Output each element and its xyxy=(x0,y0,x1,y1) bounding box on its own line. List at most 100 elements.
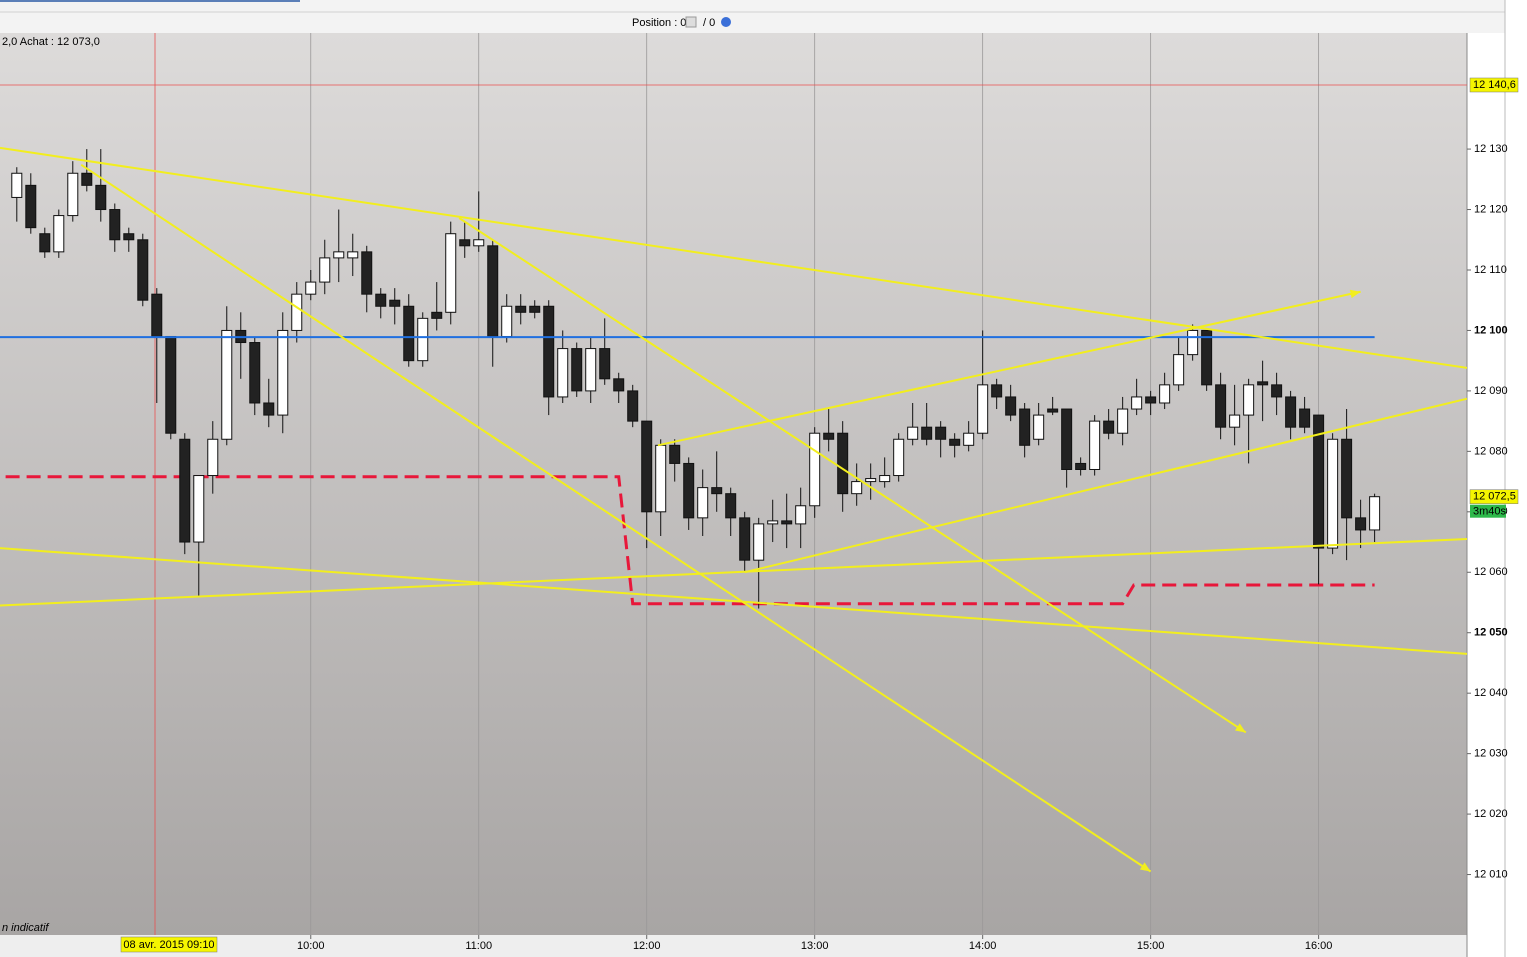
crosshair-time-box xyxy=(120,936,218,953)
candle-body xyxy=(991,384,1003,398)
position-label: Position : 0 xyxy=(632,17,686,29)
candle-body xyxy=(501,305,513,337)
candle-body xyxy=(529,305,541,313)
candle-body xyxy=(711,487,723,495)
tab-strip xyxy=(0,0,300,2)
candle-body xyxy=(921,426,933,440)
candle-body xyxy=(613,378,625,392)
timer-label: 3m40s xyxy=(1473,506,1507,518)
trend-line xyxy=(80,163,1152,873)
candle-body xyxy=(1061,408,1073,470)
trend-arrow-head xyxy=(1349,289,1361,299)
candle-body xyxy=(1145,396,1157,404)
candle-body xyxy=(1229,414,1241,428)
candle-body xyxy=(1257,381,1269,386)
candle-body xyxy=(375,293,387,307)
candle-body xyxy=(795,505,807,525)
candle-body xyxy=(585,348,597,392)
candle-body xyxy=(81,172,93,186)
y-tick-label: 12 030 xyxy=(1474,748,1508,760)
candle-body xyxy=(459,239,471,247)
candle-body xyxy=(809,432,821,507)
candle-body xyxy=(1131,396,1143,410)
crosshair-price-label: 12 140,6 xyxy=(1473,79,1516,91)
plot-area xyxy=(0,33,1467,935)
y-tick-label: 12 120 xyxy=(1474,203,1508,215)
candle-body xyxy=(781,520,793,525)
candle-body xyxy=(1285,396,1297,428)
y-tick-label: 12 050 xyxy=(1474,627,1508,639)
candle-body xyxy=(109,209,121,241)
trend-line xyxy=(744,397,1467,574)
candle-body xyxy=(571,348,583,392)
candle-body xyxy=(1047,408,1059,413)
candle-body xyxy=(963,432,975,446)
candle-body xyxy=(123,233,135,241)
candle-body xyxy=(11,172,23,198)
candle-body xyxy=(95,184,107,211)
x-axis-band xyxy=(0,935,1467,957)
candle-body xyxy=(67,172,79,217)
candle-body xyxy=(1173,354,1185,386)
trend-line xyxy=(657,290,1361,447)
candle-body xyxy=(543,305,555,398)
footnote: n indicatif xyxy=(2,922,49,934)
candle-body xyxy=(837,432,849,495)
candle-body xyxy=(865,478,877,483)
x-tick-label: 15:00 xyxy=(1137,940,1165,952)
support-line xyxy=(5,475,1375,606)
candle-body xyxy=(179,438,191,543)
candle-body xyxy=(1089,420,1101,470)
last-price-box xyxy=(1469,489,1519,504)
candle-body xyxy=(977,384,989,434)
candle-body xyxy=(823,432,835,440)
candle-body xyxy=(207,438,219,477)
candle-body xyxy=(669,444,681,464)
candle-body xyxy=(277,329,289,416)
candle-body xyxy=(53,215,65,253)
candle-body xyxy=(249,342,261,404)
candle-body xyxy=(445,233,457,313)
candle-body xyxy=(1075,462,1087,470)
trend-line xyxy=(0,146,1467,369)
candle-body xyxy=(431,311,443,319)
candle-body xyxy=(935,426,947,440)
candle-body xyxy=(557,348,569,398)
x-tick-label: 14:00 xyxy=(969,940,997,952)
candle-body xyxy=(1005,396,1017,416)
candle-body xyxy=(753,523,765,561)
position-icon[interactable] xyxy=(685,16,697,28)
candle-body xyxy=(725,493,737,519)
candle-body xyxy=(361,251,373,295)
candle-body xyxy=(627,390,639,422)
candle-body xyxy=(739,517,751,561)
y-tick-label: 12 090 xyxy=(1474,385,1508,397)
candle-body xyxy=(1187,329,1199,356)
y-tick-label: 12 080 xyxy=(1474,445,1508,457)
candle-body xyxy=(1215,384,1227,428)
x-tick-label: 13:00 xyxy=(801,940,829,952)
candle-body xyxy=(333,251,345,259)
y-tick-label: 12 060 xyxy=(1474,566,1508,578)
position-separator: / 0 xyxy=(703,17,715,29)
settings-icon[interactable] xyxy=(721,17,731,27)
x-tick-label: 16:00 xyxy=(1305,940,1333,952)
candle-body xyxy=(319,257,331,283)
candle-body xyxy=(417,317,429,362)
last-price-label: 12 072,5 xyxy=(1473,491,1516,503)
timer-box xyxy=(1470,504,1506,518)
candle-body xyxy=(1271,384,1283,398)
candle-body xyxy=(697,487,709,519)
trend-line xyxy=(0,547,1467,655)
candle-body xyxy=(221,329,233,440)
candle-body xyxy=(1019,408,1031,446)
candle-body xyxy=(1103,420,1115,434)
candle-body xyxy=(347,251,359,259)
x-tick-label: 10:00 xyxy=(297,940,325,952)
candle-body xyxy=(1159,384,1171,404)
candle-body xyxy=(1033,414,1045,440)
candle-body xyxy=(1299,408,1311,428)
candle-body xyxy=(1313,414,1325,549)
candle-body xyxy=(25,184,37,229)
